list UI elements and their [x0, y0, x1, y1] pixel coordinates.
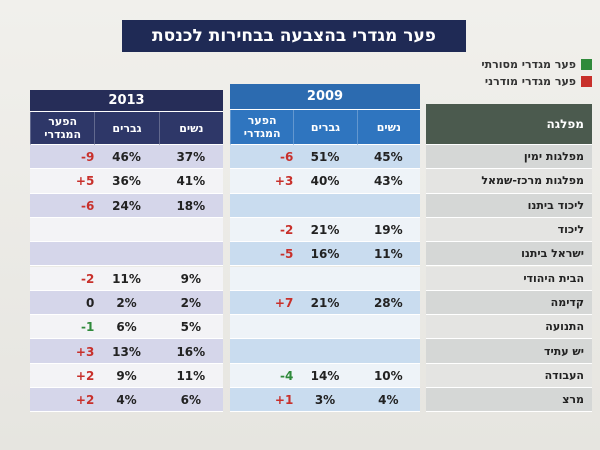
- table-row: 10% 14% -4: [230, 363, 420, 388]
- party-name: העבודה: [426, 363, 592, 388]
- percent-value: 46%: [112, 150, 141, 165]
- gap-value: +3: [274, 174, 294, 189]
- gap-value: +5: [75, 174, 95, 189]
- table-row: [30, 217, 223, 243]
- table-row: 2% 2% 0: [30, 290, 223, 316]
- percent-value: 21%: [310, 223, 340, 238]
- party-name: הבית היהודי: [426, 266, 592, 291]
- gap-value: -6: [279, 150, 294, 165]
- percent-value: 37%: [176, 150, 206, 165]
- year-header: 2013: [30, 90, 223, 112]
- percent-value: 16%: [310, 247, 340, 262]
- percent-value: 14%: [310, 368, 340, 383]
- table-row: 43% 40% +3: [230, 169, 420, 194]
- table-row: 9% 11% -2: [30, 266, 223, 291]
- percent-value: 41%: [176, 174, 206, 189]
- table-row: 41% 36% +5: [30, 169, 223, 194]
- legend-item: פער מגדרי מסורתי: [432, 58, 592, 71]
- percent-value: 43%: [373, 174, 403, 189]
- gap-value: -5: [279, 247, 294, 262]
- legend-swatch: [581, 76, 592, 87]
- gap-value: +2: [75, 393, 95, 408]
- percent-value: 36%: [112, 174, 141, 189]
- percent-value: 51%: [310, 150, 340, 165]
- party-header: מפלגה: [426, 104, 592, 145]
- table-row: 37% 46% -9: [30, 145, 223, 170]
- party-name: יש עתיד: [426, 339, 592, 364]
- percent-value: 28%: [373, 295, 403, 310]
- party-name: מפלגות מרכז-שמאל: [426, 169, 592, 194]
- gap-value: -9: [80, 150, 95, 165]
- percent-value: 24%: [112, 198, 141, 213]
- party-name: קדימה: [426, 290, 592, 316]
- percent-value: 11%: [112, 271, 141, 286]
- legend-item: פער מגדרי מודרני: [432, 75, 592, 88]
- table-row: [230, 266, 420, 291]
- party-name: ליכוד: [426, 217, 592, 243]
- party-name: ליכוד ביתנו: [426, 193, 592, 218]
- percent-value: 9%: [116, 368, 137, 383]
- percent-value: 2%: [116, 295, 137, 310]
- gap-value: -1: [80, 320, 95, 335]
- gap-value: +3: [75, 344, 95, 359]
- column-header: נשים: [356, 110, 420, 145]
- column-header: נשים: [158, 112, 223, 145]
- table-row: [230, 315, 420, 340]
- percent-value: 5%: [180, 320, 202, 335]
- gap-value: +2: [75, 368, 95, 383]
- percent-value: 10%: [373, 368, 403, 383]
- title: פער מגדרי בהצבעה בבחירות לכנסת: [122, 20, 466, 52]
- column-header: הפער המגדרי: [30, 112, 95, 145]
- table-row: 11% 16% -5: [230, 242, 420, 267]
- party-name: התנועה: [426, 315, 592, 340]
- party-name: מפלגות ימין: [426, 145, 592, 170]
- table-row: 16% 13% +3: [30, 339, 223, 364]
- party-name: מרצ: [426, 388, 592, 413]
- percent-value: 4%: [116, 393, 137, 408]
- percent-value: 13%: [112, 344, 141, 359]
- percent-value: 16%: [176, 344, 206, 359]
- percent-value: 6%: [180, 393, 202, 408]
- gap-value: -6: [80, 198, 95, 213]
- table-row: [230, 193, 420, 218]
- legend-swatch: [581, 59, 592, 70]
- percent-value: 2%: [180, 295, 202, 310]
- gap-value: -2: [279, 223, 294, 238]
- table-row: 28% 21% +7: [230, 290, 420, 316]
- year-header: 2009: [230, 84, 420, 110]
- party-name: ישראל ביתנו: [426, 242, 592, 267]
- gap-value: -2: [80, 271, 95, 286]
- table-row: 5% 6% -1: [30, 315, 223, 340]
- percent-value: 40%: [310, 174, 340, 189]
- percent-value: 11%: [373, 247, 403, 262]
- percent-value: 4%: [378, 393, 399, 408]
- percent-value: 45%: [373, 150, 403, 165]
- column-header: גברים: [94, 112, 159, 145]
- gap-value: -4: [279, 368, 294, 383]
- table-row: 6% 4% +2: [30, 388, 223, 413]
- table-row: [30, 242, 223, 267]
- table-row: 11% 9% +2: [30, 363, 223, 388]
- table-row: [230, 339, 420, 364]
- table-row: 19% 21% -2: [230, 217, 420, 243]
- gap-value: +7: [274, 295, 294, 310]
- percent-value: 19%: [373, 223, 403, 238]
- percent-value: 21%: [310, 295, 340, 310]
- column-header: הפער המגדרי: [230, 110, 294, 145]
- table-row: 18% 24% -6: [30, 193, 223, 218]
- legend-label: פער מגדרי מסורתי: [481, 58, 576, 71]
- gap-value: 0: [85, 295, 95, 310]
- percent-value: 18%: [176, 198, 206, 213]
- legend: פער מגדרי מסורתי פער מגדרי מודרני: [432, 58, 592, 92]
- percent-value: 9%: [180, 271, 202, 286]
- column-header: גברים: [293, 110, 357, 145]
- percent-value: 6%: [116, 320, 137, 335]
- gap-value: +1: [274, 393, 294, 408]
- table-row: 4% 3% +1: [230, 388, 420, 413]
- table-row: 45% 51% -6: [230, 145, 420, 170]
- percent-value: 11%: [176, 368, 206, 383]
- legend-label: פער מגדרי מודרני: [484, 75, 576, 88]
- percent-value: 3%: [314, 393, 336, 408]
